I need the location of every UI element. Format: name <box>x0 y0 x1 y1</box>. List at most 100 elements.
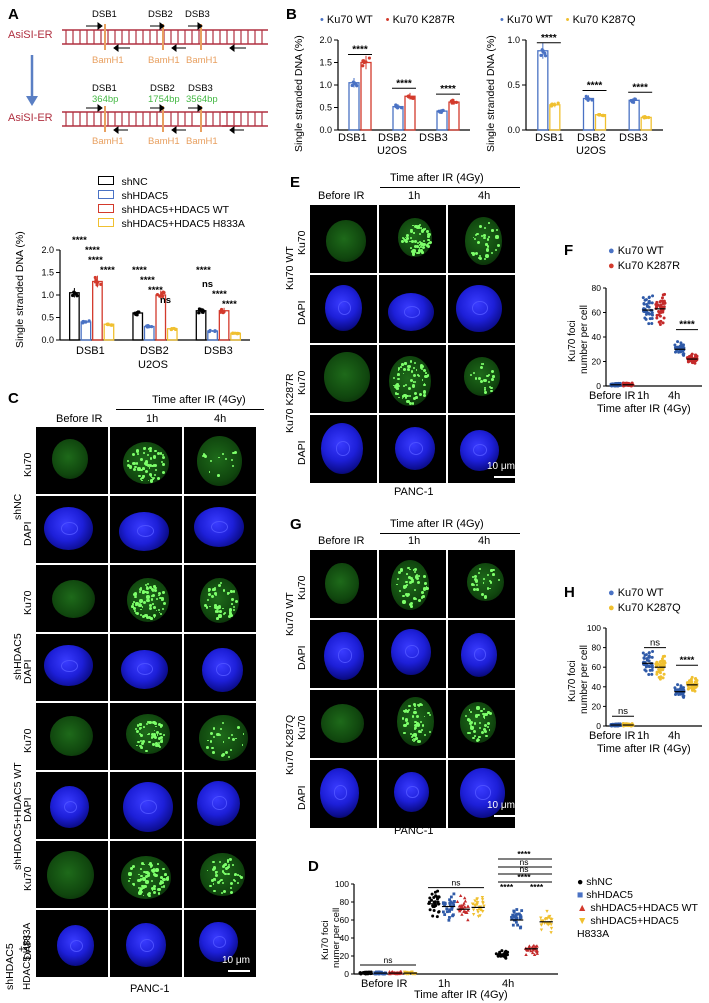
data-point <box>200 308 205 312</box>
data-point <box>520 909 524 912</box>
focus-spot <box>221 882 224 885</box>
sig-label: **** <box>132 265 147 276</box>
focus-spot <box>155 469 158 471</box>
data-point <box>475 909 480 913</box>
nucleolus <box>212 936 227 949</box>
focus-spot <box>154 736 158 740</box>
focus-spot <box>475 583 478 586</box>
focus-spot <box>413 396 417 400</box>
focus-spot <box>209 740 213 743</box>
focus-spot <box>152 720 156 724</box>
sig-label: **** <box>587 81 603 92</box>
data-point <box>663 654 667 658</box>
data-point <box>93 280 98 284</box>
focus-spot <box>404 239 408 243</box>
focus-spot <box>396 392 399 396</box>
focus-spot <box>149 447 152 450</box>
data-point <box>659 675 663 679</box>
focus-spot <box>421 729 423 732</box>
data-point <box>660 657 664 661</box>
focus-spot <box>426 242 429 245</box>
focus-spot <box>474 252 478 256</box>
focus-spot <box>401 717 405 720</box>
focus-spot <box>153 887 156 890</box>
legend-dot-icon: ● <box>608 602 615 614</box>
data-point <box>549 104 554 108</box>
data-point <box>659 662 663 666</box>
data-point <box>219 307 224 312</box>
data-point <box>546 921 551 926</box>
nucleus <box>321 704 365 743</box>
data-point <box>471 912 476 917</box>
data-point <box>514 913 518 917</box>
focus-spot <box>149 479 154 483</box>
panel-c-group-h833a-l3: HDAC5 H833A <box>22 922 33 990</box>
y-tick-label: 1.5 <box>319 58 332 68</box>
focus-spot <box>483 258 486 261</box>
focus-spot <box>471 252 476 256</box>
focus-spot <box>413 239 417 244</box>
bar <box>195 310 207 341</box>
focus-spot <box>414 724 418 728</box>
data-point <box>673 686 677 690</box>
panel-b-letter: B <box>286 6 297 23</box>
data-point <box>466 918 470 922</box>
focus-spot <box>221 752 225 756</box>
dsb1-label-bottom: DSB1 <box>92 83 117 94</box>
focus-spot <box>232 451 235 455</box>
focus-spot <box>397 377 400 380</box>
focus-spot <box>160 739 164 742</box>
focus-spot <box>242 733 245 735</box>
y-tick-label: 0 <box>344 969 349 979</box>
legend-label: shHDAC5+HDAC5 H833A <box>121 218 245 230</box>
focus-spot <box>221 870 225 873</box>
focus-spot <box>140 734 144 738</box>
ku70-image <box>448 550 515 618</box>
dapi-image <box>110 496 182 563</box>
focus-spot <box>482 363 485 365</box>
data-point <box>687 359 691 363</box>
focus-spot <box>214 870 218 874</box>
nucleolus <box>406 785 419 799</box>
focus-spot <box>207 739 209 742</box>
data-point <box>462 896 467 900</box>
bar <box>537 50 549 131</box>
focus-spot <box>404 396 408 399</box>
panel-g-col-4h: 4h <box>478 535 491 547</box>
nucleolus <box>136 525 154 538</box>
dapi-image <box>379 620 446 688</box>
focus-spot <box>150 864 154 868</box>
focus-spot <box>412 703 416 707</box>
data-point <box>676 340 680 344</box>
focus-spot <box>218 614 222 618</box>
panel-b-left-xcat: DSB1 <box>338 132 367 144</box>
focus-spot <box>421 229 425 233</box>
legend-item: shHDAC5 <box>98 186 245 202</box>
data-point <box>596 113 601 117</box>
nucleus <box>324 352 370 403</box>
focus-spot <box>145 880 149 884</box>
focus-spot <box>408 576 411 580</box>
focus-spot <box>139 733 142 736</box>
focus-spot <box>239 875 242 878</box>
sig-label: ns <box>202 279 213 290</box>
focus-spot <box>418 246 421 249</box>
legend-triangle-down-icon: ▼ <box>577 915 588 927</box>
nucleus <box>52 579 96 618</box>
y-tick-label: 20 <box>592 357 602 367</box>
data-point <box>519 915 523 919</box>
focus-spot <box>228 736 230 739</box>
nucleolus <box>404 306 421 318</box>
legend-dot-icon: • <box>500 14 504 26</box>
focus-spot <box>489 587 491 590</box>
data-point <box>518 914 522 917</box>
focus-spot <box>466 718 470 722</box>
data-point <box>160 294 165 299</box>
y-tick-label: 60 <box>340 915 350 925</box>
legend-triangle-icon: ▲ <box>577 902 588 914</box>
data-point <box>676 683 680 687</box>
data-point <box>435 915 439 919</box>
focus-spot <box>414 250 417 254</box>
data-point <box>197 311 201 315</box>
data-point <box>690 352 694 356</box>
